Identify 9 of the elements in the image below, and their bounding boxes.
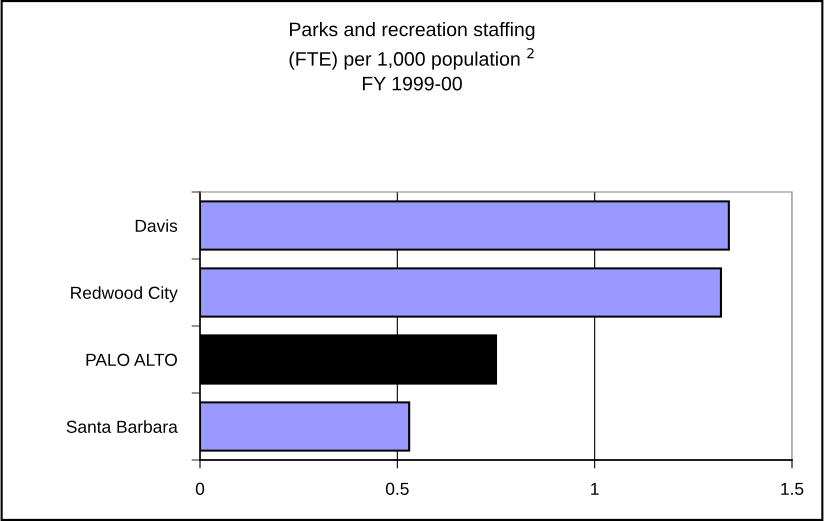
- y-tick-label: PALO ALTO: [86, 354, 177, 366]
- chart-title: Parks and recreation staffing (FTE) per 1,000 population $^{2}$ FY 1999-00: [290, 22, 534, 90]
- y-tick-label: Davis: [136, 219, 178, 232]
- x-tick-label: 1: [591, 482, 599, 495]
- x-tick-label: 0.5: [386, 482, 409, 495]
- x-tick-label: 1.5: [781, 482, 804, 495]
- x-tick-label: 0: [196, 482, 204, 495]
- y-tick-label: Santa Barbara: [66, 420, 178, 433]
- y-tick-label: Redwood City: [71, 286, 178, 302]
